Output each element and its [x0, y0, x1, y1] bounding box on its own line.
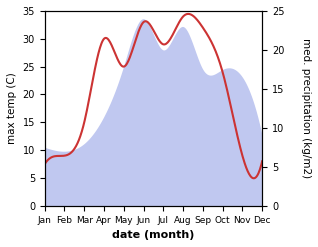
X-axis label: date (month): date (month): [112, 230, 195, 240]
Y-axis label: max temp (C): max temp (C): [7, 72, 17, 144]
Y-axis label: med. precipitation (kg/m2): med. precipitation (kg/m2): [301, 38, 311, 178]
